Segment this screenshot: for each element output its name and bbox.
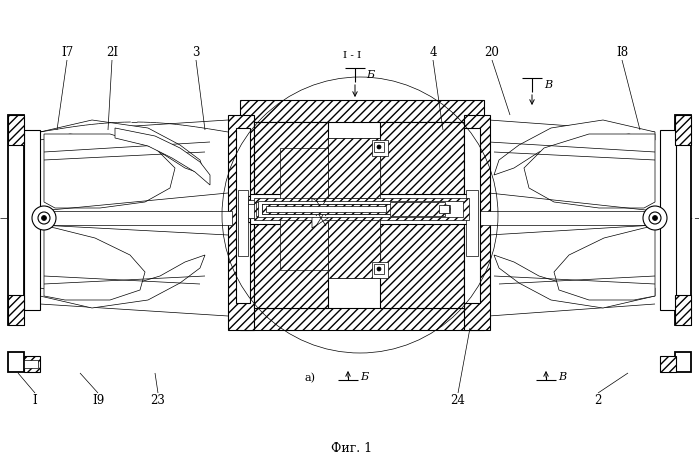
Bar xyxy=(439,205,449,213)
Polygon shape xyxy=(524,134,655,208)
Polygon shape xyxy=(312,198,328,218)
Bar xyxy=(374,142,384,152)
Text: Б: Б xyxy=(366,70,374,80)
Circle shape xyxy=(652,215,658,220)
Text: 23: 23 xyxy=(150,393,166,406)
Text: I8: I8 xyxy=(616,46,628,59)
Bar xyxy=(266,205,326,213)
Text: Фиг. 1: Фиг. 1 xyxy=(331,441,373,454)
Bar xyxy=(660,130,676,310)
Bar xyxy=(328,138,380,198)
Bar xyxy=(254,122,328,220)
Circle shape xyxy=(41,215,47,220)
Text: I9: I9 xyxy=(92,393,104,406)
Bar xyxy=(236,128,250,303)
Circle shape xyxy=(32,206,56,230)
Bar xyxy=(262,204,392,214)
Bar xyxy=(24,356,40,372)
Text: 4: 4 xyxy=(429,46,437,59)
Bar xyxy=(250,194,475,224)
Bar xyxy=(372,140,388,156)
Bar xyxy=(390,202,445,216)
Bar xyxy=(24,130,40,310)
Bar xyxy=(380,122,464,220)
Bar xyxy=(675,115,691,145)
Bar xyxy=(240,100,484,122)
Polygon shape xyxy=(554,226,655,300)
Bar xyxy=(280,148,328,210)
Text: В: В xyxy=(544,80,552,90)
Circle shape xyxy=(643,206,667,230)
Circle shape xyxy=(442,205,450,213)
Bar xyxy=(372,262,388,278)
Circle shape xyxy=(649,212,661,224)
Bar xyxy=(328,218,380,278)
Bar xyxy=(374,264,384,274)
Bar xyxy=(466,190,478,256)
Text: I7: I7 xyxy=(61,46,73,59)
Bar xyxy=(660,356,676,372)
Text: а): а) xyxy=(305,373,315,383)
Polygon shape xyxy=(312,208,328,228)
Text: 3: 3 xyxy=(192,46,200,59)
Polygon shape xyxy=(40,255,205,308)
Polygon shape xyxy=(40,120,205,175)
Bar xyxy=(280,208,328,270)
Bar xyxy=(262,204,398,214)
Text: I: I xyxy=(33,393,37,406)
Bar xyxy=(238,190,248,256)
Bar xyxy=(8,115,24,145)
Bar xyxy=(328,218,380,278)
Bar xyxy=(675,295,691,325)
Bar xyxy=(248,204,468,218)
Text: 2: 2 xyxy=(594,393,602,406)
Text: 20: 20 xyxy=(484,46,500,59)
Bar xyxy=(328,138,380,198)
Bar xyxy=(248,196,468,218)
Bar xyxy=(254,198,469,220)
Bar xyxy=(326,205,398,213)
Polygon shape xyxy=(44,226,145,300)
Bar xyxy=(380,208,464,308)
Text: Б: Б xyxy=(360,372,368,382)
Bar xyxy=(258,201,463,217)
Circle shape xyxy=(377,267,381,271)
Bar xyxy=(8,352,24,372)
Bar xyxy=(464,115,490,330)
Bar xyxy=(675,352,691,372)
Bar xyxy=(228,115,254,330)
Circle shape xyxy=(377,145,381,149)
Bar xyxy=(248,200,468,218)
Bar xyxy=(40,211,232,225)
Bar xyxy=(24,360,38,368)
Bar xyxy=(256,202,404,216)
Circle shape xyxy=(38,212,50,224)
Bar xyxy=(442,205,450,213)
Polygon shape xyxy=(115,128,210,185)
Text: 24: 24 xyxy=(451,393,466,406)
Bar xyxy=(8,115,24,325)
Bar xyxy=(398,203,448,215)
Bar xyxy=(266,206,386,212)
Bar xyxy=(675,115,691,325)
Bar xyxy=(240,308,484,330)
Polygon shape xyxy=(44,134,175,208)
Text: В: В xyxy=(558,372,566,382)
Polygon shape xyxy=(494,120,655,175)
Bar xyxy=(254,208,328,308)
Bar xyxy=(467,211,657,225)
Polygon shape xyxy=(494,255,655,308)
Bar xyxy=(8,295,24,325)
Text: I - I: I - I xyxy=(343,52,361,61)
Bar xyxy=(248,200,468,222)
Text: 2I: 2I xyxy=(106,46,118,59)
Bar xyxy=(464,128,480,303)
